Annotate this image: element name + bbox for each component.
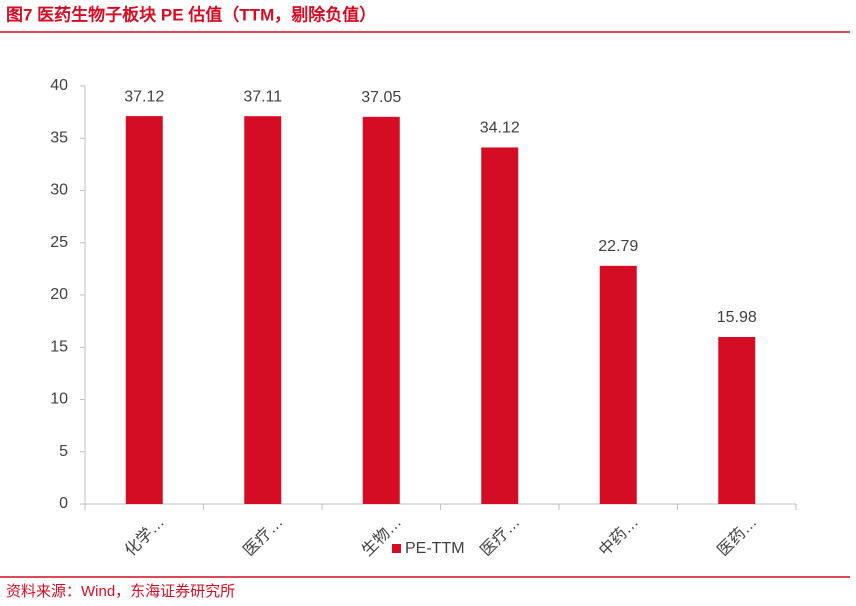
y-tick-label: 0: [59, 495, 68, 512]
legend-label: PE-TTM: [405, 540, 465, 557]
x-tick-label: 化学…: [121, 513, 168, 560]
data-label: 37.11: [243, 88, 282, 105]
bar: [599, 265, 637, 504]
data-label: 15.98: [717, 309, 757, 326]
y-tick-label: 25: [50, 234, 68, 251]
y-tick-label: 40: [50, 77, 68, 94]
x-tick-label: 中药…: [595, 513, 642, 560]
data-label: 22.79: [598, 238, 638, 255]
legend-swatch: [392, 544, 401, 553]
y-tick-label: 5: [59, 443, 68, 460]
bar: [125, 116, 163, 504]
x-tick-label: 医药…: [714, 513, 761, 560]
x-tick-label: 医疗…: [477, 513, 524, 560]
y-tick-label: 35: [50, 129, 68, 146]
source-note: 资料来源：Wind，东海证券研究所: [6, 583, 235, 600]
chart-title: 图7 医药生物子板块 PE 估值（TTM，剔除负值）: [6, 4, 376, 24]
bar: [481, 147, 519, 505]
bar: [244, 116, 282, 504]
y-tick-label: 10: [50, 391, 68, 408]
x-tick-label: 医疗…: [240, 513, 287, 560]
data-label: 37.05: [361, 89, 401, 106]
y-tick-label: 20: [50, 286, 68, 303]
data-label: 34.12: [480, 120, 520, 137]
y-tick-label: 15: [50, 338, 68, 355]
bar: [718, 337, 756, 504]
y-tick-label: 30: [50, 182, 68, 199]
data-label: 37.12: [124, 88, 164, 105]
bar: [362, 116, 400, 504]
